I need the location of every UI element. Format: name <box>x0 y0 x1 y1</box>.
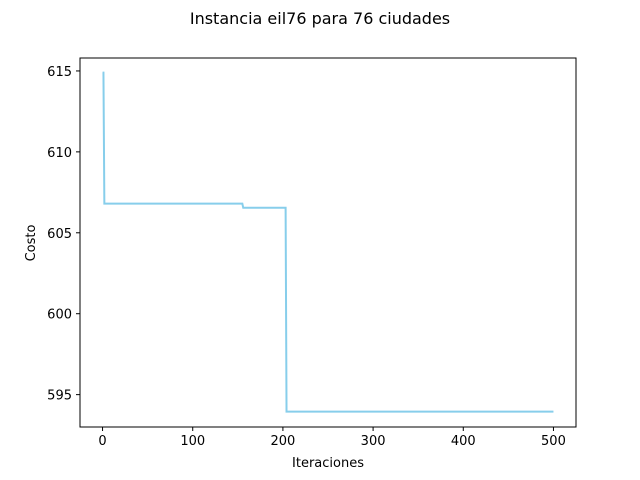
y-tick-label: 595 <box>47 389 72 404</box>
ticks-layer: 0 100 200 300 400 500 595 600 605 610 615 <box>47 65 566 449</box>
x-tick-label: 400 <box>451 434 476 449</box>
x-tick-label: 200 <box>270 434 295 449</box>
x-tick-label: 300 <box>361 434 386 449</box>
y-tick-label: 600 <box>47 308 72 323</box>
series-layer <box>102 71 554 413</box>
y-axis-label: Costo <box>24 225 39 262</box>
x-axis-label: Iteraciones <box>292 456 364 471</box>
x-tick-label: 100 <box>180 434 205 449</box>
x-tick-label: 500 <box>541 434 566 449</box>
y-tick-label: 615 <box>47 65 72 80</box>
y-tick-label: 610 <box>47 146 72 161</box>
x-tick-label: 0 <box>98 434 106 449</box>
y-tick-label: 605 <box>47 227 72 242</box>
chart-title: Instancia eil76 para 76 ciudades <box>190 9 450 28</box>
series-line-0 <box>102 71 554 413</box>
plot-frame <box>79 57 577 428</box>
